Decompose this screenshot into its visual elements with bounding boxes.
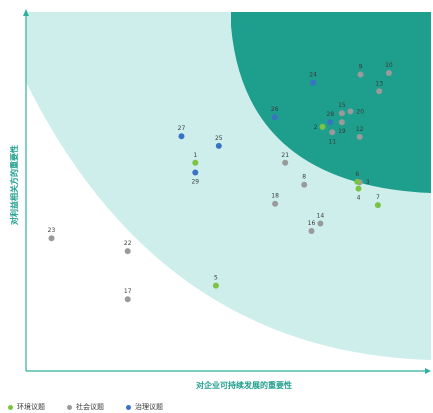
point-24 — [310, 79, 317, 86]
point-22 — [124, 248, 131, 255]
point-27 — [178, 133, 185, 140]
point-16 — [308, 228, 315, 234]
point-15 — [338, 110, 345, 117]
point-label-7: 7 — [376, 194, 380, 201]
point-label-25: 25 — [215, 135, 223, 142]
point-25 — [215, 142, 222, 149]
point-19 — [338, 119, 345, 126]
point-10 — [385, 70, 392, 76]
point-label-6: 6 — [355, 171, 359, 178]
point-label-22: 22 — [124, 240, 132, 247]
point-7 — [374, 202, 381, 209]
point-18 — [272, 200, 279, 207]
inner-zone — [231, 12, 431, 193]
point-label-19: 19 — [338, 128, 346, 135]
legend-dot-soc — [67, 404, 72, 410]
point-label-26: 26 — [271, 106, 279, 113]
point-4 — [355, 185, 362, 192]
point-label-13: 13 — [375, 80, 383, 87]
point-label-28: 28 — [326, 111, 334, 118]
x-axis-label: 对企业可持续发展的重要性 — [196, 380, 292, 390]
point-label-8: 8 — [302, 174, 306, 181]
x-axis-arrow — [425, 368, 431, 374]
point-11 — [329, 129, 336, 136]
point-label-23: 23 — [48, 227, 56, 234]
y-axis-arrow — [23, 9, 29, 16]
legend-label-soc: 社会议题 — [76, 403, 104, 411]
point-label-29: 29 — [191, 179, 199, 186]
point-label-24: 24 — [309, 72, 317, 79]
point-label-4: 4 — [357, 195, 361, 202]
legend-label-gov: 治理议题 — [135, 403, 163, 411]
point-23 — [48, 235, 55, 242]
point-label-16: 16 — [308, 220, 316, 227]
point-label-14: 14 — [317, 213, 325, 220]
point-label-5: 5 — [214, 275, 218, 282]
point-label-15: 15 — [338, 102, 346, 109]
legend-label-env: 环境议题 — [17, 403, 45, 411]
point-9 — [357, 71, 364, 78]
legend-item-env: 环境议题 — [8, 401, 45, 413]
y-axis-label: 对利益相关方的重要性 — [9, 145, 19, 225]
point-label-12: 12 — [356, 126, 364, 133]
point-14 — [317, 220, 324, 227]
legend-item-soc: 社会议题 — [67, 401, 104, 413]
legend-dot-env — [8, 404, 13, 410]
point-13 — [376, 88, 383, 95]
point-label-17: 17 — [124, 288, 132, 295]
point-label-21: 21 — [281, 152, 289, 159]
point-5 — [212, 282, 219, 289]
point-26 — [271, 114, 278, 121]
point-label-2: 2 — [314, 124, 318, 131]
point-label-10: 10 — [385, 62, 393, 69]
point-6 — [354, 178, 361, 185]
point-29 — [192, 169, 199, 176]
point-label-11: 11 — [328, 138, 336, 145]
point-17 — [124, 296, 131, 303]
axes — [23, 9, 431, 374]
point-label-18: 18 — [271, 193, 279, 200]
point-20 — [347, 108, 354, 115]
point-label-3: 3 — [366, 179, 370, 186]
legend: 环境议题 社会议题 治理议题 — [8, 401, 163, 413]
point-8 — [301, 181, 308, 188]
point-21 — [282, 159, 289, 166]
legend-dot-gov — [126, 404, 131, 410]
point-2 — [319, 123, 326, 130]
point-12 — [356, 133, 363, 140]
point-label-1: 1 — [193, 152, 197, 159]
point-28 — [327, 119, 334, 126]
point-label-9: 9 — [359, 64, 363, 71]
point-label-27: 27 — [178, 125, 186, 132]
point-1 — [192, 159, 199, 166]
legend-item-gov: 治理议题 — [126, 401, 163, 413]
point-label-20: 20 — [356, 108, 364, 115]
